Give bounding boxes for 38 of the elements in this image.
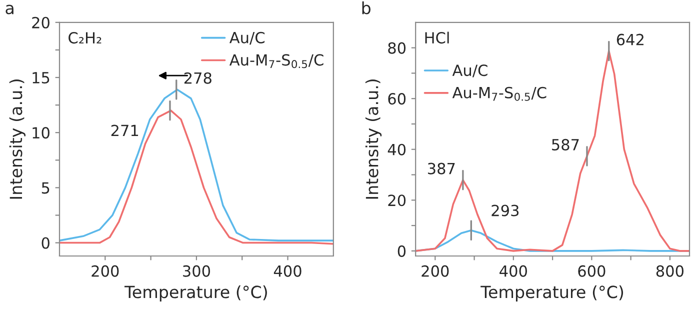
annotation: 271 [111,124,138,136]
legend-label: Au-M$_{7}$-S$_{0.5}$/C [229,54,324,68]
annotation: HCl [425,32,449,44]
y-tick-label: 20 [32,16,50,28]
y-tick-label: 5 [42,182,50,194]
line-series [60,110,334,245]
y-axis-title: Intensity (a.u.) [365,80,382,199]
x-tick-label: 800 [656,265,684,277]
chart-title: b [362,1,370,14]
y-tick-label: 40 [388,144,406,156]
y-tick-label: 60 [388,93,406,105]
line-series [416,50,690,252]
y-tick-label: 15 [32,72,50,84]
y-tick-label: 80 [388,42,406,54]
y-axis-title: Intensity (a.u.) [9,80,26,199]
x-axis-title: Temperature (°C) [124,285,267,302]
line-series [60,88,334,242]
chart-title: a [6,4,14,14]
y-tick-label: 10 [32,127,50,139]
x-tick-label: 600 [578,265,606,277]
annotation: C₂H₂ [68,32,102,44]
x-tick-label: 200 [422,265,449,277]
x-tick-label: 400 [274,265,302,277]
legend-label: Au/C [452,64,488,78]
x-axis-title: Temperature (°C) [480,285,624,302]
annotation: 587 [552,138,579,150]
x-tick-label: 400 [500,265,527,277]
y-tick-label: 0 [398,245,406,257]
x-tick-label: 200 [92,265,119,277]
x-tick-label: 300 [183,265,210,277]
y-tick-label: 20 [388,194,406,206]
annotation: 642 [616,34,644,46]
annotation: 293 [492,204,519,216]
annotation: 387 [428,162,455,174]
y-tick-label: 0 [42,237,50,249]
legend-label: Au/C [229,32,264,45]
legend-label: Au-M$_{7}$-S$_{0.5}$/C [452,86,546,101]
annotation: 278 [184,72,212,84]
